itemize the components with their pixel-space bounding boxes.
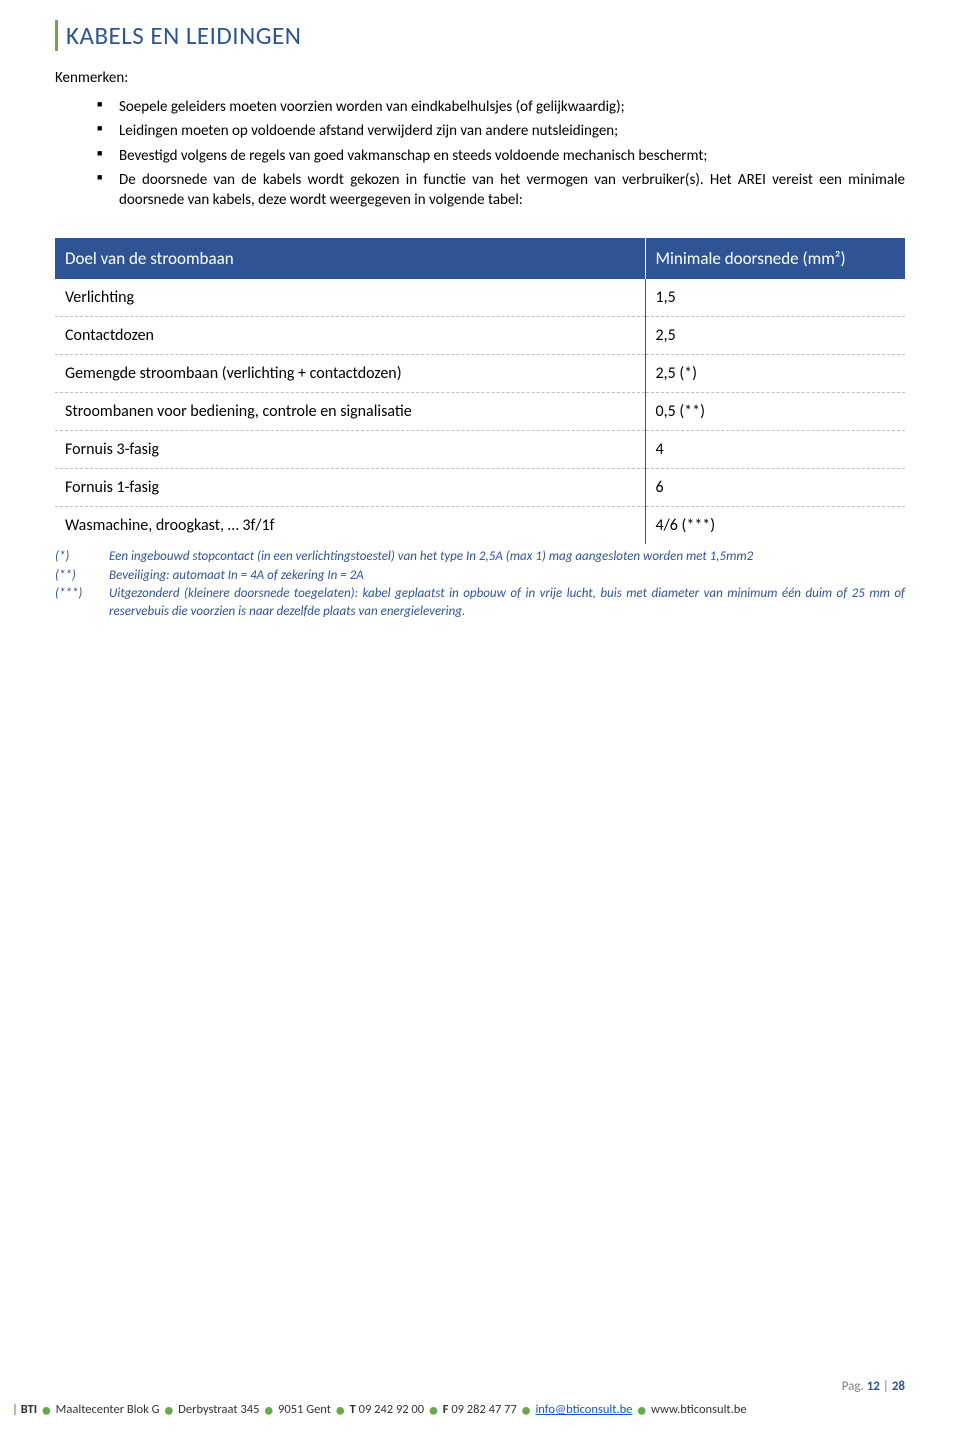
table-header: Doel van de stroombaan	[55, 238, 645, 279]
footnote-key: (**)	[55, 567, 109, 585]
list-item: De doorsnede van de kabels wordt gekozen…	[97, 170, 905, 211]
footnote-text: Uitgezonderd (kleinere doorsnede toegela…	[109, 585, 905, 620]
bullet-list: Soepele geleiders moeten voorzien worden…	[55, 97, 905, 210]
table-header: Minimale doorsnede (mm²)	[645, 238, 905, 279]
footnote-key: (*)	[55, 548, 109, 566]
footnote-row: (***) Uitgezonderd (kleinere doorsnede t…	[55, 585, 905, 620]
table-cell: Fornuis 3-fasig	[55, 431, 645, 469]
table-cell: Stroombanen voor bediening, controle en …	[55, 393, 645, 431]
footer-fax-label: F	[443, 1402, 449, 1417]
list-item: Bevestigd volgens de regels van goed vak…	[97, 146, 905, 166]
footer-web: www.bticonsult.be	[651, 1402, 747, 1417]
table-row: Wasmachine, droogkast, … 3f/1f 4/6 (***)	[55, 507, 905, 545]
dot-icon: •	[520, 1399, 533, 1421]
list-item: Soepele geleiders moeten voorzien worden…	[97, 97, 905, 117]
footer-addr: Derbystraat 345	[178, 1402, 259, 1417]
table-row: Stroombanen voor bediening, controle en …	[55, 393, 905, 431]
list-item: Leidingen moeten op voldoende afstand ve…	[97, 121, 905, 141]
table-row: Fornuis 3-fasig 4	[55, 431, 905, 469]
dot-icon: •	[334, 1399, 347, 1421]
footer-tel-label: T	[350, 1402, 356, 1417]
footnote-text: Beveiliging: automaat In = 4A of zekerin…	[109, 567, 905, 585]
footer-addr: Maaltecenter Blok G	[56, 1402, 160, 1417]
dot-icon: •	[262, 1399, 275, 1421]
page-label: Pag.	[842, 1379, 864, 1394]
table-cell: Gemengde stroombaan (verlichting + conta…	[55, 355, 645, 393]
doorsnede-table: Doel van de stroombaan Minimale doorsned…	[55, 238, 905, 544]
sub-heading: Kenmerken:	[55, 69, 905, 87]
table-cell: 4/6 (***)	[645, 507, 905, 545]
footer-bar: |	[12, 1402, 18, 1417]
table-cell: 6	[645, 469, 905, 507]
page-total: 28	[892, 1379, 905, 1394]
footer: | BTI • Maaltecenter Blok G • Derbystraa…	[0, 1396, 960, 1418]
footnote-row: (**) Beveiliging: automaat In = 4A of ze…	[55, 567, 905, 585]
page-separator: |	[883, 1379, 889, 1394]
page-number: Pag. 12 | 28	[842, 1379, 905, 1394]
table-row: Contactdozen 2,5	[55, 317, 905, 355]
dot-icon: •	[635, 1399, 648, 1421]
footnote-text: Een ingebouwd stopcontact (in een verlic…	[109, 548, 905, 566]
table-cell: Fornuis 1-fasig	[55, 469, 645, 507]
table-cell: Wasmachine, droogkast, … 3f/1f	[55, 507, 645, 545]
dot-icon: •	[162, 1399, 175, 1421]
dot-icon: •	[427, 1399, 440, 1421]
table-row: Verlichting 1,5	[55, 279, 905, 317]
table-cell: 2,5 (*)	[645, 355, 905, 393]
footer-fax: 09 282 47 77	[451, 1402, 517, 1417]
table-row: Fornuis 1-fasig 6	[55, 469, 905, 507]
section-title-text: KABELS EN LEIDINGEN	[66, 20, 301, 51]
table-row: Gemengde stroombaan (verlichting + conta…	[55, 355, 905, 393]
footnote-key: (***)	[55, 585, 109, 620]
footnote-row: (*) Een ingebouwd stopcontact (in een ve…	[55, 548, 905, 566]
footnotes: (*) Een ingebouwd stopcontact (in een ve…	[55, 548, 905, 620]
footer-email-link[interactable]: info@bticonsult.be	[535, 1402, 632, 1417]
page-current: 12	[867, 1379, 880, 1394]
footer-tel: 09 242 92 00	[359, 1402, 425, 1417]
table-cell: 2,5	[645, 317, 905, 355]
table-cell: 1,5	[645, 279, 905, 317]
table-cell: Contactdozen	[55, 317, 645, 355]
table-cell: 0,5 (**)	[645, 393, 905, 431]
footer-addr: 9051 Gent	[278, 1402, 331, 1417]
section-title: KABELS EN LEIDINGEN	[55, 20, 905, 51]
dot-icon: •	[40, 1399, 53, 1421]
table-cell: 4	[645, 431, 905, 469]
table-cell: Verlichting	[55, 279, 645, 317]
footer-company: BTI	[21, 1402, 37, 1417]
